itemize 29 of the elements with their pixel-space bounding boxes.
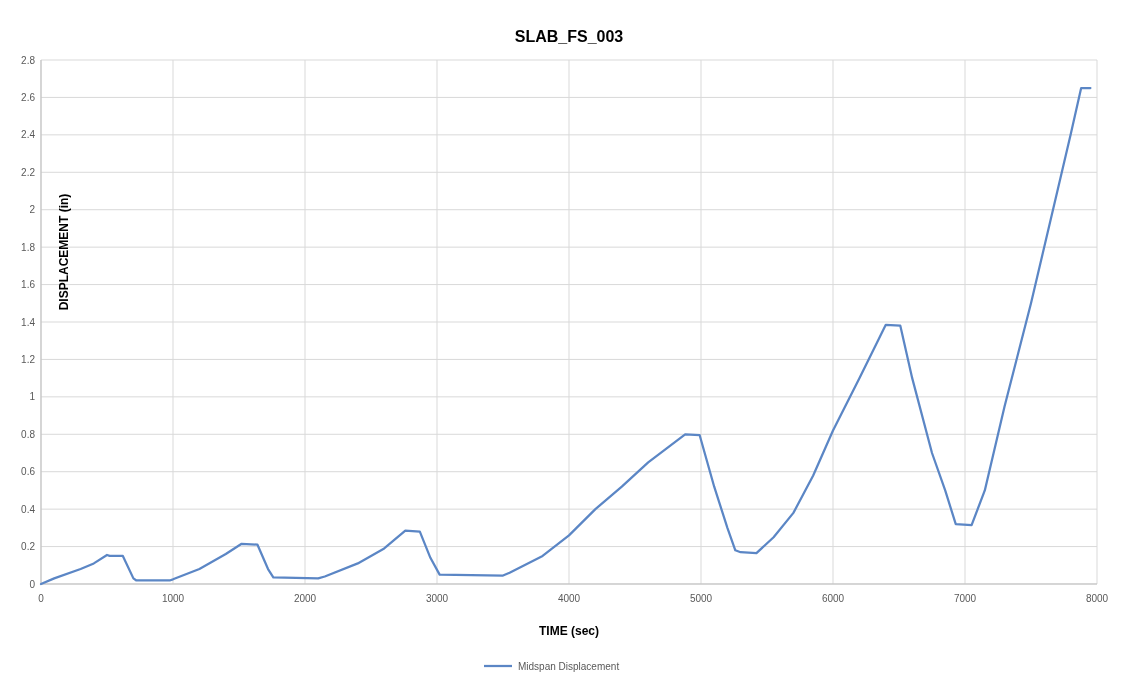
x-tick-label: 7000 <box>953 593 977 604</box>
y-tick-label: 2.4 <box>21 129 36 141</box>
x-tick-label: 2000 <box>293 593 317 604</box>
y-tick-label: 1.2 <box>21 353 36 365</box>
y-tick-label: 1 <box>29 391 36 403</box>
y-tick-label: 0 <box>29 578 36 590</box>
x-tick-label: 6000 <box>821 593 845 604</box>
y-tick-label: 1.6 <box>21 279 36 291</box>
chart-title: SLAB_FS_003 <box>514 28 624 45</box>
x-tick-label: 8000 <box>1085 593 1109 604</box>
y-tick-label: 2.2 <box>21 166 36 178</box>
y-tick-label: 2.6 <box>21 91 36 103</box>
x-axis-title: TIME (sec) <box>538 624 600 638</box>
x-tick-label: 3000 <box>425 593 449 604</box>
y-tick-label: 0.4 <box>21 503 36 515</box>
x-tick-label: 5000 <box>689 593 713 604</box>
y-tick-label: 1.8 <box>21 241 36 253</box>
x-tick-label: 1000 <box>161 593 185 604</box>
line-series <box>39 86 1092 586</box>
x-tick-label: 0 <box>38 593 45 604</box>
y-tick-label: 2.8 <box>21 54 36 66</box>
y-tick-label: 0.6 <box>21 466 36 478</box>
y-tick-label: 0.8 <box>21 428 36 440</box>
y-tick-label: 1.4 <box>21 316 36 328</box>
x-tick-label: 4000 <box>557 593 581 604</box>
legend-label: Midspan Displacement <box>518 660 620 672</box>
y-tick-label: 0.2 <box>21 541 36 553</box>
y-axis-title: DISPLACEMENT (in) <box>57 193 71 311</box>
y-tick-label: 2 <box>29 204 36 216</box>
